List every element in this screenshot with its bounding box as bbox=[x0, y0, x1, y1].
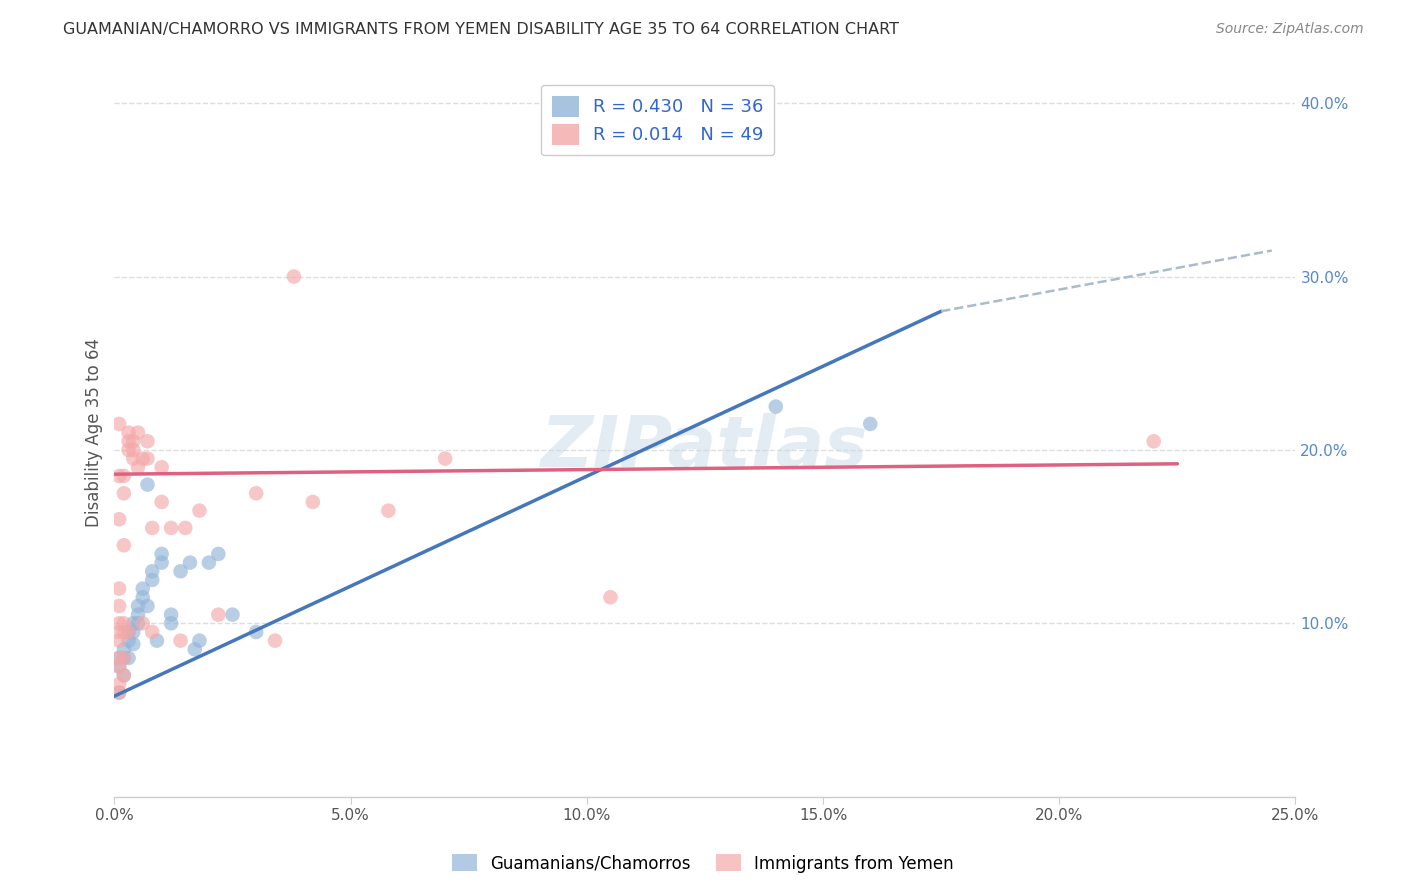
Point bbox=[108, 599, 131, 613]
Point bbox=[141, 564, 163, 578]
Point bbox=[136, 451, 159, 466]
Legend: R = 0.430   N = 36, R = 0.014   N = 49: R = 0.430 N = 36, R = 0.014 N = 49 bbox=[541, 85, 775, 155]
Point bbox=[127, 599, 149, 613]
Point bbox=[117, 425, 139, 440]
Point bbox=[108, 651, 131, 665]
Point bbox=[122, 616, 145, 631]
Point bbox=[132, 616, 155, 631]
Point bbox=[245, 624, 267, 639]
Point bbox=[160, 607, 183, 622]
Point bbox=[117, 434, 139, 449]
Point bbox=[160, 616, 183, 631]
Point bbox=[599, 591, 621, 605]
Legend: Guamanians/Chamorros, Immigrants from Yemen: Guamanians/Chamorros, Immigrants from Ye… bbox=[446, 847, 960, 880]
Point bbox=[141, 521, 163, 535]
Point bbox=[112, 651, 135, 665]
Point bbox=[150, 556, 173, 570]
Point bbox=[179, 556, 201, 570]
Point bbox=[127, 616, 149, 631]
Point bbox=[117, 633, 139, 648]
Point bbox=[150, 547, 173, 561]
Point bbox=[117, 624, 139, 639]
Point bbox=[122, 442, 145, 457]
Point bbox=[132, 591, 155, 605]
Point bbox=[108, 686, 131, 700]
Point bbox=[434, 451, 457, 466]
Point bbox=[174, 521, 197, 535]
Point bbox=[108, 469, 131, 483]
Point bbox=[108, 582, 131, 596]
Point bbox=[117, 442, 139, 457]
Point bbox=[188, 633, 211, 648]
Point bbox=[160, 521, 183, 535]
Point bbox=[108, 686, 131, 700]
Point bbox=[112, 651, 135, 665]
Point bbox=[117, 624, 139, 639]
Point bbox=[132, 582, 155, 596]
Text: ZIPatlas: ZIPatlas bbox=[541, 413, 869, 482]
Point bbox=[122, 637, 145, 651]
Y-axis label: Disability Age 35 to 64: Disability Age 35 to 64 bbox=[86, 338, 103, 527]
Point bbox=[127, 425, 149, 440]
Point bbox=[264, 633, 287, 648]
Point bbox=[765, 400, 787, 414]
Text: Source: ZipAtlas.com: Source: ZipAtlas.com bbox=[1216, 22, 1364, 37]
Point bbox=[112, 538, 135, 552]
Point bbox=[112, 616, 135, 631]
Point bbox=[377, 503, 399, 517]
Point bbox=[150, 460, 173, 475]
Point bbox=[141, 624, 163, 639]
Point bbox=[207, 607, 229, 622]
Point bbox=[112, 624, 135, 639]
Point bbox=[136, 599, 159, 613]
Point bbox=[245, 486, 267, 500]
Point bbox=[169, 633, 191, 648]
Point bbox=[221, 607, 243, 622]
Point bbox=[136, 477, 159, 491]
Point bbox=[108, 512, 131, 526]
Point bbox=[188, 503, 211, 517]
Point bbox=[283, 269, 305, 284]
Point bbox=[122, 451, 145, 466]
Point bbox=[112, 469, 135, 483]
Point bbox=[136, 434, 159, 449]
Point bbox=[859, 417, 882, 431]
Point bbox=[108, 624, 131, 639]
Point bbox=[108, 651, 131, 665]
Point bbox=[122, 434, 145, 449]
Point bbox=[112, 642, 135, 657]
Point bbox=[141, 573, 163, 587]
Point bbox=[169, 564, 191, 578]
Point bbox=[112, 486, 135, 500]
Point bbox=[108, 659, 131, 673]
Point bbox=[301, 495, 323, 509]
Point bbox=[108, 633, 131, 648]
Point bbox=[132, 451, 155, 466]
Point bbox=[183, 642, 205, 657]
Point bbox=[108, 616, 131, 631]
Point bbox=[207, 547, 229, 561]
Point bbox=[112, 668, 135, 682]
Point bbox=[117, 651, 139, 665]
Point bbox=[198, 556, 221, 570]
Point bbox=[108, 677, 131, 691]
Point bbox=[108, 417, 131, 431]
Point bbox=[146, 633, 169, 648]
Point bbox=[1143, 434, 1166, 449]
Point bbox=[127, 607, 149, 622]
Text: GUAMANIAN/CHAMORRO VS IMMIGRANTS FROM YEMEN DISABILITY AGE 35 TO 64 CORRELATION : GUAMANIAN/CHAMORRO VS IMMIGRANTS FROM YE… bbox=[63, 22, 900, 37]
Point bbox=[150, 495, 173, 509]
Point bbox=[122, 624, 145, 639]
Point bbox=[108, 659, 131, 673]
Point bbox=[112, 668, 135, 682]
Point bbox=[127, 460, 149, 475]
